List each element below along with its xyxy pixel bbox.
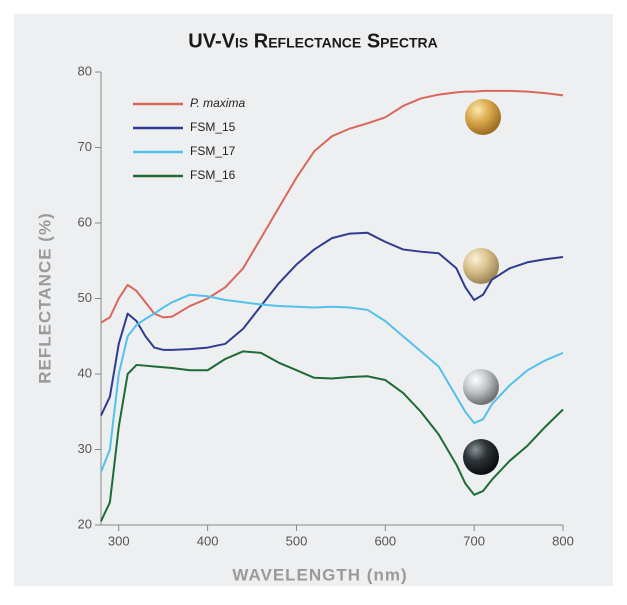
pearl-icon — [463, 369, 499, 405]
x-tick-label: 700 — [463, 533, 485, 548]
panel — [14, 14, 613, 586]
pearl-icon — [463, 248, 499, 284]
plot-area: 20 30 40 50 60 70 80 300 400 500 600 700 800 P. maxim… — [78, 63, 574, 548]
x-tick-label: 500 — [286, 533, 308, 548]
pearl-icon — [463, 439, 499, 475]
series-line — [100, 89, 564, 324]
y-tick-label: 30 — [78, 441, 92, 456]
series-line — [100, 231, 564, 416]
x-axis-title: WAVELENGTH (nm) — [232, 565, 407, 584]
y-tick-label: 40 — [78, 365, 92, 380]
legend-label: FSM_17 — [190, 144, 236, 158]
y-axis-title: REFLECTANCE (%) — [35, 212, 54, 383]
y-tick-label: 80 — [78, 63, 92, 78]
y-tick-label: 70 — [78, 139, 92, 154]
series-line — [100, 350, 564, 522]
legend-label: FSM_16 — [190, 168, 236, 182]
series-line — [100, 293, 564, 473]
x-tick-label: 800 — [552, 533, 574, 548]
chart-title: UV-Vis Reflectance Spectra — [188, 30, 437, 52]
x-tick-label: 600 — [374, 533, 396, 548]
legend-label: P. maxima — [190, 96, 245, 110]
x-tick-label: 400 — [197, 533, 219, 548]
y-tick-label: 60 — [78, 214, 92, 229]
x-tick-label: 300 — [108, 533, 130, 548]
pearl-icon — [465, 99, 501, 135]
y-tick-label: 20 — [78, 516, 92, 531]
y-tick-label: 50 — [78, 290, 92, 305]
legend-label: FSM_15 — [190, 120, 236, 134]
